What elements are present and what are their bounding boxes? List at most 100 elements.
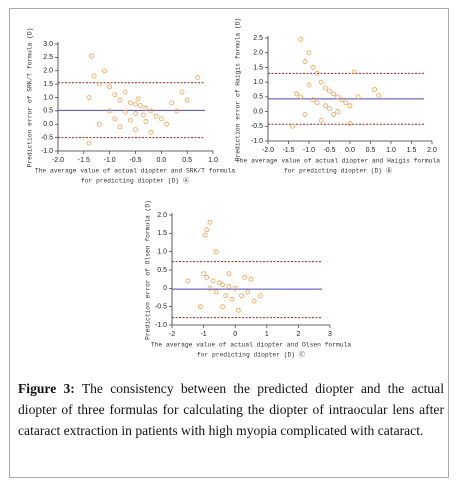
point bbox=[112, 116, 118, 122]
point bbox=[220, 282, 225, 288]
x-axis-label: for predicting diopter (D) Ⓑ bbox=[284, 167, 393, 175]
point bbox=[204, 274, 210, 280]
y-tick-label: 1.0 bbox=[157, 249, 167, 256]
point bbox=[143, 119, 149, 124]
point bbox=[347, 120, 353, 126]
point bbox=[164, 121, 169, 127]
point bbox=[198, 304, 203, 310]
point bbox=[331, 91, 337, 97]
point bbox=[143, 105, 149, 111]
point bbox=[207, 219, 213, 225]
x-tick-label: -1 bbox=[200, 331, 206, 338]
y-tick-label: 2.5 bbox=[43, 54, 53, 61]
point bbox=[302, 59, 308, 64]
x-tick-label: -1.0 bbox=[303, 147, 315, 154]
point bbox=[242, 274, 248, 280]
point bbox=[184, 97, 190, 103]
point bbox=[127, 117, 133, 123]
x-tick-label: 2 bbox=[296, 331, 300, 338]
point bbox=[376, 92, 382, 98]
x-tick-label: -2 bbox=[169, 331, 175, 338]
y-tick-label: 0.0 bbox=[253, 108, 263, 115]
point bbox=[298, 94, 304, 100]
point bbox=[117, 97, 123, 103]
y-tick-label: 1.0 bbox=[253, 79, 263, 86]
x-axis-label: The average value of actual diopter and … bbox=[236, 158, 440, 165]
point bbox=[169, 100, 175, 106]
point bbox=[122, 109, 128, 115]
y-tick-label: 1.5 bbox=[157, 230, 167, 237]
point bbox=[347, 103, 353, 109]
x-tick-label: 1.5 bbox=[407, 147, 417, 154]
y-tick-label: 2.0 bbox=[157, 212, 167, 219]
x-tick-label: -0.5 bbox=[129, 157, 141, 164]
point bbox=[220, 304, 225, 310]
x-tick-label: -1.5 bbox=[78, 157, 90, 164]
point bbox=[229, 296, 235, 302]
point bbox=[174, 108, 180, 114]
point bbox=[133, 111, 138, 116]
point bbox=[138, 103, 144, 108]
point bbox=[248, 276, 254, 282]
y-tick-label: 2.0 bbox=[43, 68, 53, 75]
point bbox=[133, 101, 138, 107]
point bbox=[96, 121, 102, 127]
point bbox=[195, 75, 200, 80]
y-tick-label: 2.0 bbox=[253, 50, 263, 57]
y-tick-label: -0.5 bbox=[41, 134, 53, 141]
x-tick-label: 2.0 bbox=[427, 147, 437, 154]
point bbox=[235, 307, 241, 313]
point bbox=[351, 69, 357, 75]
x-tick-label: 0 bbox=[233, 331, 237, 338]
point bbox=[302, 112, 308, 117]
point bbox=[91, 73, 97, 79]
point bbox=[226, 271, 232, 277]
x-tick-label: 0.0 bbox=[345, 147, 355, 154]
y-tick-label: 1.0 bbox=[43, 94, 53, 101]
point bbox=[207, 285, 213, 291]
x-tick-label: -1.5 bbox=[282, 147, 294, 154]
point bbox=[153, 113, 159, 119]
x-tick-label: 3 bbox=[328, 331, 332, 338]
point bbox=[202, 232, 208, 238]
point bbox=[179, 89, 185, 95]
y-tick-label: 0.5 bbox=[157, 267, 167, 274]
point bbox=[148, 129, 154, 135]
point bbox=[117, 124, 123, 130]
point bbox=[310, 97, 316, 103]
x-axis-label: for predicting diopter (D) Ⓐ bbox=[81, 177, 190, 185]
y-tick-label: 0 bbox=[163, 285, 167, 292]
point bbox=[204, 227, 210, 233]
y-tick-label: 2.5 bbox=[253, 35, 263, 42]
y-tick-label: -1.0 bbox=[41, 148, 53, 155]
point bbox=[86, 140, 92, 146]
point bbox=[372, 87, 378, 92]
y-tick-label: 3.0 bbox=[43, 41, 53, 48]
point bbox=[310, 65, 316, 70]
figure-frame bbox=[9, 8, 449, 478]
y-axis-label: Prediction error of Haigis formula (D) bbox=[235, 18, 242, 162]
y-tick-label: 0.5 bbox=[253, 94, 263, 101]
caption-label: Figure 3: bbox=[18, 381, 75, 396]
point bbox=[102, 68, 107, 74]
point bbox=[322, 85, 328, 91]
point bbox=[294, 91, 300, 97]
point bbox=[290, 123, 296, 129]
point bbox=[331, 112, 337, 117]
x-axis-label: The average value of actual diopter and … bbox=[35, 168, 235, 175]
x-tick-label: 0.5 bbox=[182, 157, 192, 164]
point bbox=[355, 94, 361, 100]
point bbox=[343, 100, 349, 106]
x-axis-label: The average value of actual diopter and … bbox=[151, 342, 351, 349]
point bbox=[232, 285, 238, 291]
x-tick-label: 1 bbox=[265, 331, 269, 338]
point bbox=[86, 95, 92, 100]
x-tick-label: -1.0 bbox=[104, 157, 116, 164]
x-tick-label: 0.0 bbox=[156, 157, 166, 164]
x-tick-label: 1.0 bbox=[208, 157, 218, 164]
x-tick-label: -2.0 bbox=[262, 147, 274, 154]
point bbox=[96, 81, 102, 87]
point bbox=[251, 298, 257, 304]
point bbox=[298, 37, 304, 42]
